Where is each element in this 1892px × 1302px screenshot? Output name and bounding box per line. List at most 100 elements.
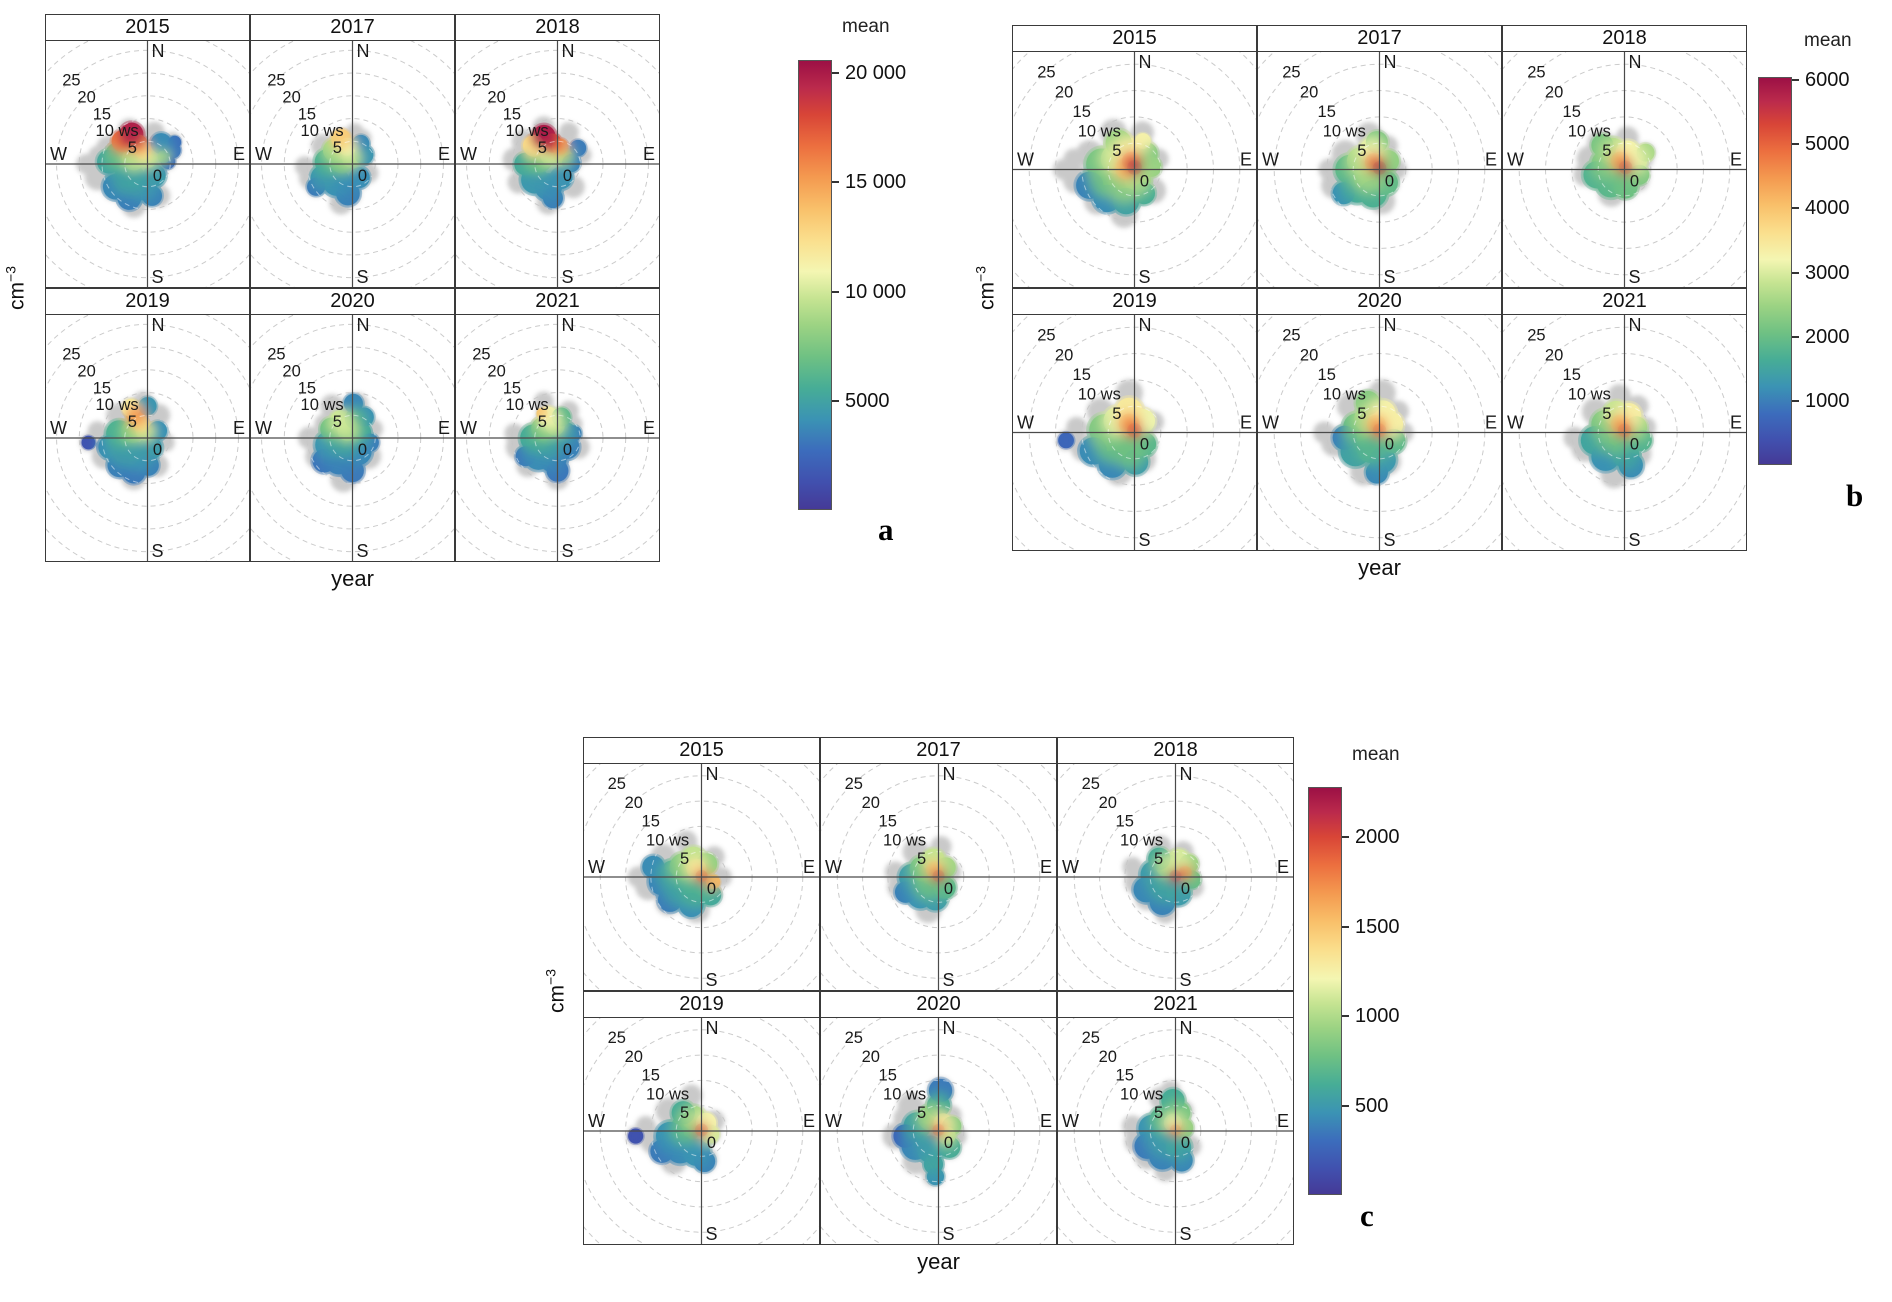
svg-text:15: 15 — [298, 105, 316, 123]
svg-text:E: E — [803, 857, 815, 877]
facet-a-2015: 2015 25 20 15 10 ws 5 0 N S W E — [45, 14, 250, 288]
compass-labels: N S W E — [460, 315, 655, 561]
svg-text:N: N — [1139, 52, 1152, 72]
concentration-surface — [1581, 132, 1656, 200]
facet-plot-area: 25 20 15 10 ws 5 0 N S W E — [821, 764, 1056, 990]
colorbar-tick — [832, 399, 839, 402]
axis-cross — [456, 41, 659, 287]
axis-cross — [1058, 1018, 1293, 1244]
facet-title: 2018 — [1503, 26, 1746, 52]
svg-text:5: 5 — [1357, 405, 1366, 423]
colorbar-tick-label: 2000 — [1805, 325, 1850, 348]
concentration-surface — [80, 395, 169, 485]
svg-text:10 ws: 10 ws — [1120, 1085, 1163, 1103]
facet-title: 2015 — [584, 738, 819, 764]
svg-text:N: N — [1180, 1018, 1193, 1038]
colorbar-tick — [1342, 1015, 1349, 1018]
svg-text:N: N — [706, 764, 719, 784]
svg-text:0: 0 — [944, 880, 953, 898]
compass-labels: N S W E — [50, 315, 245, 561]
svg-text:W: W — [1017, 150, 1034, 170]
facet-plot-area: 25 20 15 10 ws 5 0 N S W E — [251, 315, 454, 561]
svg-text:20: 20 — [625, 1048, 643, 1066]
svg-text:0: 0 — [358, 167, 367, 185]
facet-c-2021: 2021 25 20 15 10 ws 5 0 N S W E — [1057, 991, 1294, 1245]
facet-a-2017: 2017 25 20 15 10 ws 5 0 N S W E — [250, 14, 455, 288]
concentration-surface — [1057, 396, 1158, 480]
svg-text:10 ws: 10 ws — [96, 396, 139, 414]
svg-text:10 ws: 10 ws — [1323, 122, 1366, 140]
facet-title: 2017 — [251, 15, 454, 41]
svg-text:20: 20 — [487, 88, 505, 106]
svg-text:25: 25 — [1037, 64, 1055, 82]
svg-text:5: 5 — [538, 413, 547, 431]
colorbar-tick — [832, 290, 839, 293]
facet-title: 2020 — [821, 992, 1056, 1018]
svg-text:5: 5 — [128, 139, 137, 157]
svg-text:S: S — [1180, 970, 1192, 990]
facet-title: 2018 — [456, 15, 659, 41]
svg-text:S: S — [562, 267, 574, 287]
svg-text:25: 25 — [608, 1029, 626, 1047]
colorbar-tick-label: 500 — [1355, 1094, 1389, 1117]
svg-text:E: E — [438, 418, 450, 438]
svg-text:15: 15 — [93, 105, 111, 123]
facet-plot-area: 25 20 15 10 ws 5 0 N S W E — [584, 764, 819, 990]
svg-text:N: N — [1629, 315, 1642, 335]
facet-plot-area: 25 20 15 10 ws 5 0 N S W E — [1258, 315, 1501, 550]
svg-text:20: 20 — [625, 794, 643, 812]
facet-c-2018: 2018 25 20 15 10 ws 5 0 N S W E — [1057, 737, 1294, 991]
svg-text:5: 5 — [1154, 850, 1163, 868]
x-axis-label: year — [331, 566, 374, 591]
colorbar-tick-label: 4000 — [1805, 197, 1850, 220]
svg-text:5: 5 — [1154, 1104, 1163, 1122]
colorbar-tick — [1342, 836, 1349, 839]
svg-text:5: 5 — [128, 413, 137, 431]
facet-plot-area: 25 20 15 10 ws 5 0 N S W E — [1058, 764, 1293, 990]
svg-text:15: 15 — [1318, 366, 1336, 384]
svg-text:S: S — [943, 970, 955, 990]
facet-plot-area: 25 20 15 10 ws 5 0 N S W E — [46, 315, 249, 561]
svg-text:10 ws: 10 ws — [1323, 385, 1366, 403]
svg-text:W: W — [588, 857, 605, 877]
concentration-surface — [305, 127, 375, 207]
svg-text:N: N — [152, 315, 165, 335]
colorbar-tick-label: 20 000 — [845, 62, 907, 85]
svg-text:W: W — [1062, 1111, 1079, 1131]
svg-text:N: N — [357, 315, 370, 335]
svg-text:S: S — [152, 541, 164, 561]
facet-plot-area: 25 20 15 10 ws 5 0 N S W E — [584, 1018, 819, 1244]
svg-text:5: 5 — [680, 1104, 689, 1122]
colorbar-tick — [1792, 399, 1799, 402]
svg-text:25: 25 — [845, 1029, 863, 1047]
svg-text:25: 25 — [608, 775, 626, 793]
svg-text:E: E — [1730, 413, 1742, 433]
svg-text:W: W — [1017, 413, 1034, 433]
colorbar-tick — [1342, 1104, 1349, 1107]
axis-cross — [584, 764, 819, 990]
compass-labels: N S W E — [1017, 315, 1252, 550]
svg-text:E: E — [643, 144, 655, 164]
colorbar-tick — [1792, 207, 1799, 210]
facet-plot-area: 25 20 15 10 ws 5 0 N S W E — [46, 41, 249, 287]
svg-text:20: 20 — [1055, 83, 1073, 101]
svg-text:0: 0 — [1630, 436, 1639, 454]
facet-title: 2021 — [1058, 992, 1293, 1018]
svg-text:15: 15 — [298, 379, 316, 397]
svg-text:N: N — [943, 1018, 956, 1038]
svg-text:25: 25 — [1082, 1029, 1100, 1047]
facet-b-2015: 2015 25 20 15 10 ws 5 0 N S W E — [1012, 25, 1257, 288]
colorbar-tick — [832, 181, 839, 184]
colorbar-tick — [832, 72, 839, 75]
axis-cross — [1503, 52, 1746, 287]
svg-text:S: S — [1629, 530, 1641, 550]
facet-a-2019: 2019 25 20 15 10 ws 5 0 N S W E — [45, 288, 250, 562]
